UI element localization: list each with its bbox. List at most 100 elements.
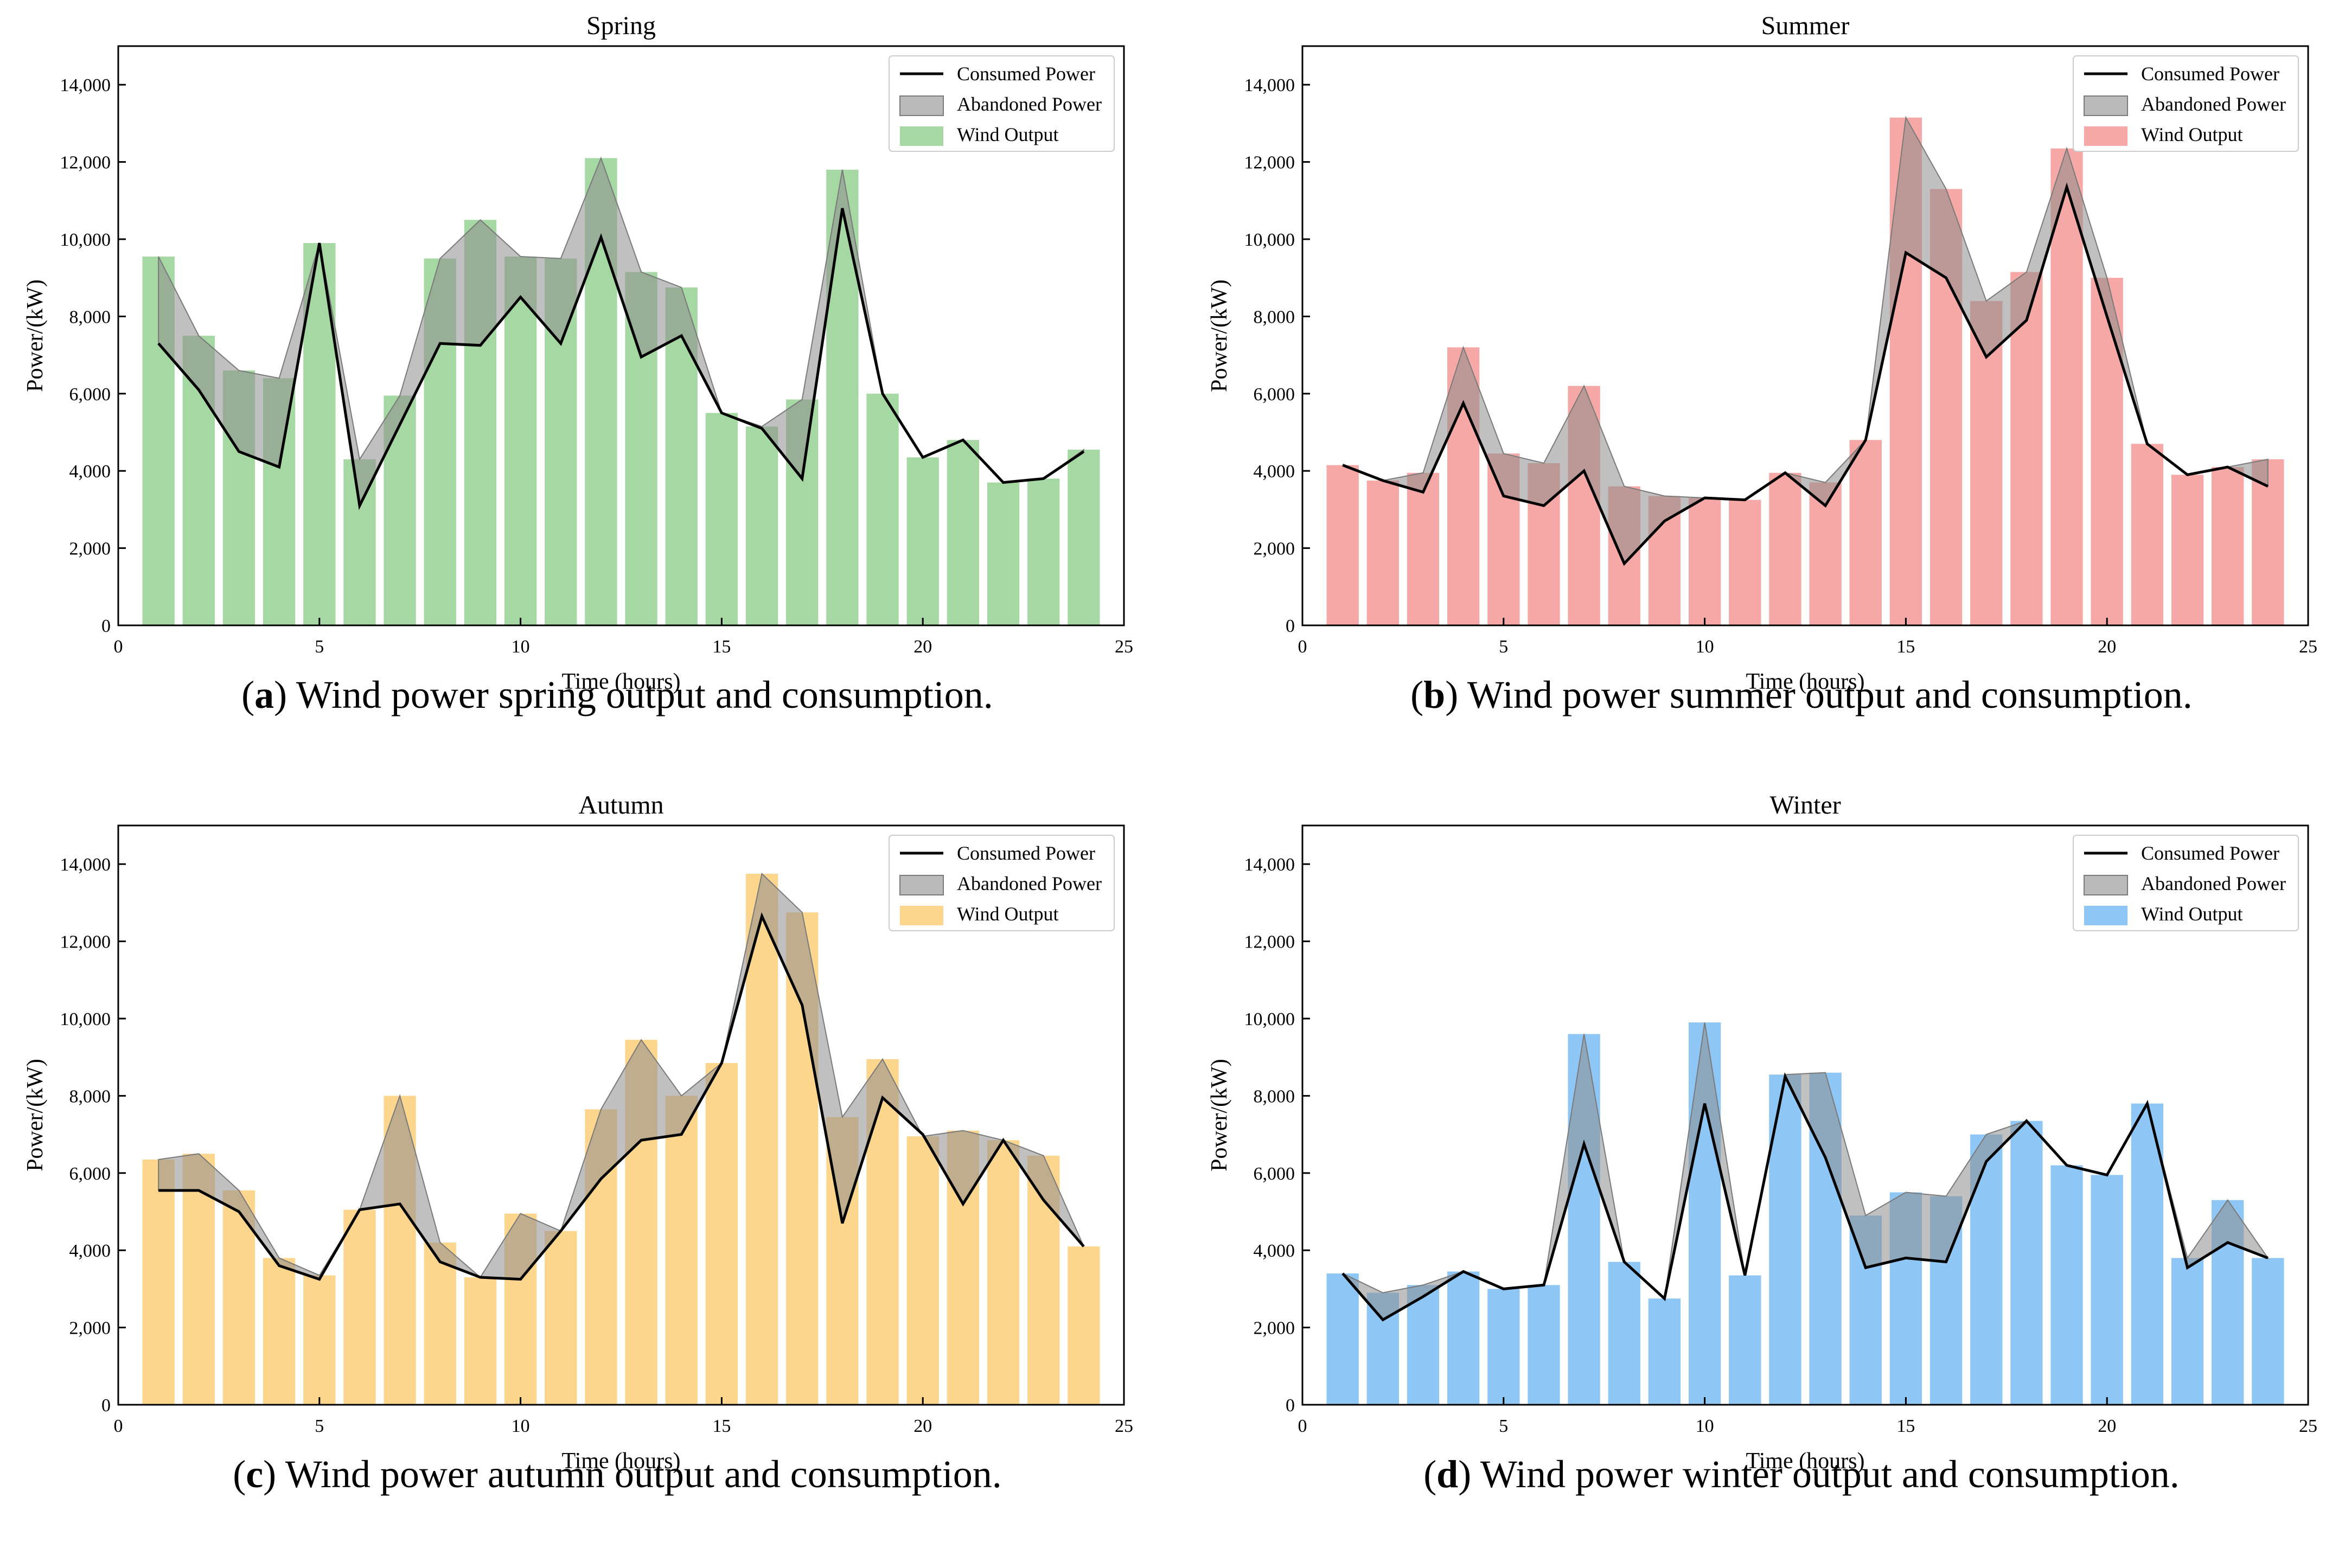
bar — [1326, 1273, 1359, 1405]
bar — [464, 1277, 497, 1405]
bar — [1326, 465, 1359, 625]
x-tick-label: 10 — [1696, 637, 1714, 657]
consumed-power-line — [158, 912, 1085, 1281]
x-tick-label: 0 — [1298, 1416, 1307, 1436]
x-tick-label: 15 — [1896, 637, 1915, 657]
y-tick-label: 0 — [101, 616, 111, 636]
legend-label-consumed-power: Consumed Power — [2141, 842, 2279, 864]
caption-letter: c — [246, 1452, 263, 1496]
bar — [545, 1231, 577, 1405]
y-axis-label: Power/(kW) — [1207, 279, 1232, 392]
x-tick-label: 15 — [712, 1416, 731, 1436]
y-tick-label: 12,000 — [1244, 932, 1295, 952]
legend-label-wind-output: Wind Output — [2141, 903, 2243, 925]
bar — [1648, 1298, 1681, 1405]
legend-box — [889, 55, 1115, 152]
bar — [1849, 440, 1882, 625]
x-axis-label: Time (hours) — [562, 669, 681, 694]
y-tick-label: 6,000 — [69, 1164, 111, 1184]
chart-panel-autumn: 0 5 10 15 20 25 0 2,000 4,000 6,000 8,000 10,000 12,… — [23, 791, 1133, 1496]
abandoned-power-area — [158, 873, 1084, 1280]
panel-caption: (c) Wind power autumn output and consump… — [233, 1452, 1002, 1496]
bar — [705, 413, 738, 625]
y-tick-label: 6,000 — [69, 385, 111, 405]
bar — [142, 1159, 175, 1405]
y-tick-label: 10,000 — [60, 230, 111, 250]
bar — [2050, 148, 2083, 625]
y-tick-label: 14,000 — [1244, 855, 1295, 875]
legend-label-abandoned-power: Abandoned Power — [957, 873, 1102, 894]
caption-paren-close: ) — [274, 673, 287, 716]
plot-frame — [117, 824, 1125, 1406]
legend-swatch-abandoned-power — [899, 875, 944, 895]
y-tick-label: 0 — [101, 1396, 111, 1416]
consumed-power-line — [1341, 1072, 2269, 1322]
legend: Consumed Power Abandoned Power Wind Output — [889, 835, 1115, 931]
legend-box — [2073, 55, 2299, 152]
caption-paren-close: ) — [1458, 1452, 1471, 1496]
bar — [2131, 444, 2164, 625]
bar — [2091, 1175, 2123, 1405]
legend-label-consumed-power: Consumed Power — [957, 842, 1095, 864]
caption-paren-open: ( — [233, 1452, 246, 1496]
x-tick-label: 0 — [114, 1416, 123, 1436]
caption-paren-close: ) — [1445, 673, 1458, 716]
y-tick-label: 12,000 — [1244, 153, 1295, 173]
bar — [987, 1140, 1020, 1405]
x-tick-label: 15 — [712, 637, 731, 657]
bar — [1407, 472, 1440, 625]
caption-text: Wind power winter output and consumption… — [1471, 1452, 2180, 1496]
bar — [906, 457, 939, 625]
y-tick-label: 8,000 — [1254, 307, 1295, 327]
x-tick-label: 10 — [512, 1416, 530, 1436]
bar — [2131, 1103, 2164, 1405]
x-axis-label: Time (hours) — [1746, 669, 1865, 694]
x-tick-label: 25 — [1115, 1416, 1133, 1436]
consumed-power-line — [157, 208, 1085, 510]
x-axis-label: Time (hours) — [562, 1449, 681, 1474]
legend-swatch-abandoned-power — [899, 95, 944, 116]
y-tick-label: 4,000 — [1254, 462, 1295, 482]
bar — [665, 1096, 698, 1405]
y-tick-label: 4,000 — [1254, 1241, 1295, 1261]
legend-label-wind-output: Wind Output — [957, 124, 1059, 145]
y-tick-label: 8,000 — [69, 1086, 111, 1106]
x-tick-label: 5 — [315, 637, 324, 657]
y-tick-label: 10,000 — [1244, 230, 1295, 250]
caption-letter: d — [1436, 1452, 1458, 1496]
x-tick-label: 5 — [315, 1416, 324, 1436]
plot-frame — [1301, 824, 2309, 1406]
bar — [1528, 1285, 1560, 1405]
legend-swatch-abandoned-power — [2084, 95, 2128, 116]
x-tick-label: 0 — [114, 637, 123, 657]
bar — [1068, 450, 1100, 625]
x-tick-label: 20 — [913, 637, 932, 657]
bar — [906, 1136, 939, 1405]
legend-label-abandoned-power: Abandoned Power — [2141, 93, 2286, 115]
x-tick-label: 15 — [1896, 1416, 1915, 1436]
legend-swatch-wind-output — [2084, 906, 2127, 925]
y-tick-label: 2,000 — [1254, 1319, 1295, 1339]
bar — [1769, 472, 1801, 625]
y-tick-label: 6,000 — [1254, 1164, 1295, 1184]
caption-paren-close: ) — [263, 1452, 276, 1496]
legend-box — [889, 835, 1115, 931]
bar — [303, 1275, 336, 1405]
x-tick-label: 20 — [2098, 637, 2116, 657]
legend-label-abandoned-power: Abandoned Power — [2141, 873, 2286, 894]
bar — [866, 393, 899, 625]
bar — [2050, 1165, 2083, 1405]
y-tick-label: 2,000 — [69, 539, 111, 559]
consumed-power-line — [1342, 182, 2269, 566]
caption-text: Wind power summer output and consumption… — [1458, 673, 2193, 716]
y-tick-label: 2,000 — [1254, 539, 1295, 559]
bar — [1447, 1271, 1480, 1405]
plot-frame — [117, 45, 1125, 626]
x-tick-label: 5 — [1499, 637, 1508, 657]
bar — [987, 482, 1020, 625]
bar — [2010, 1121, 2043, 1405]
x-axis-label: Time (hours) — [1746, 1449, 1865, 1474]
chart-title: Autumn — [578, 791, 663, 820]
caption-text: Wind power spring output and consumption… — [287, 673, 993, 716]
legend-label-wind-output: Wind Output — [2141, 124, 2243, 145]
